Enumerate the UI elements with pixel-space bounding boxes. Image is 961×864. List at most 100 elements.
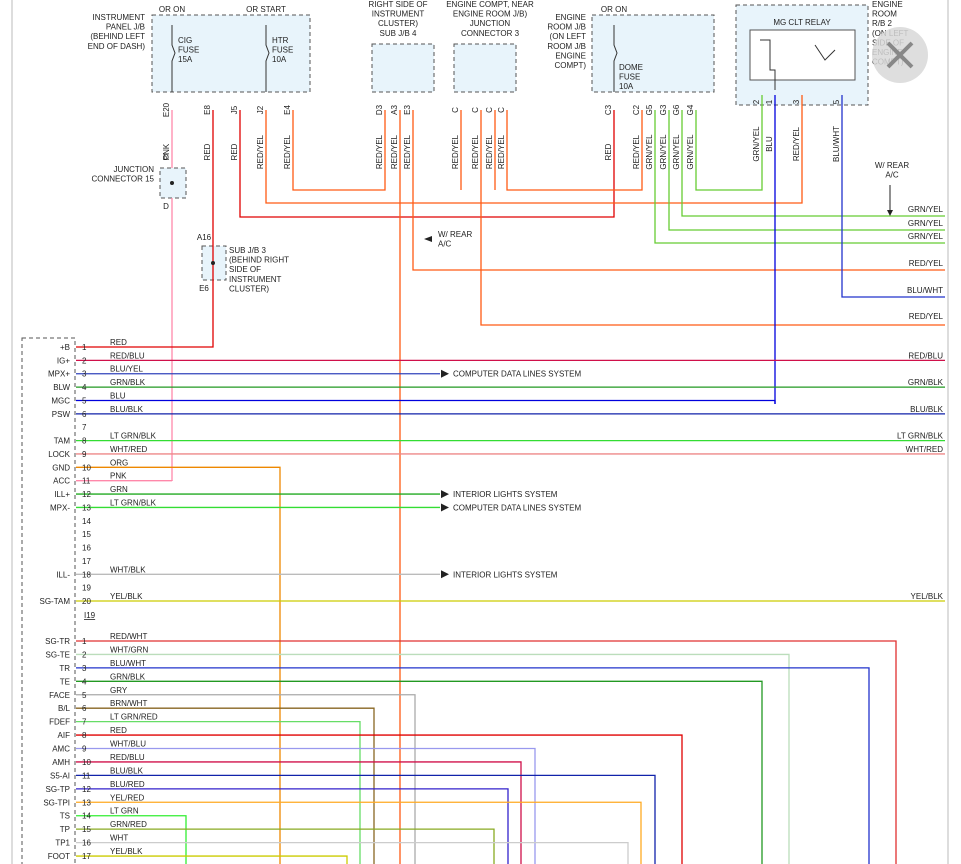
terminal: TP1 (55, 839, 70, 848)
wire (265, 25, 270, 92)
wire-label: WHT/GRN (110, 645, 148, 654)
wire-label: BLU/WHT (832, 126, 841, 162)
terminal: IG+ (57, 356, 70, 365)
label: OR ON (159, 5, 185, 14)
wire-label: GRN/YEL (645, 134, 654, 170)
label: FUSE (178, 46, 199, 55)
wire-label: GRN/BLK (110, 378, 146, 387)
label: R/B 2 (872, 19, 893, 28)
label: INSTRUMENT (229, 275, 282, 284)
wire (292, 110, 386, 191)
label: JUNCTION (470, 19, 511, 28)
wire (841, 95, 945, 298)
pin-number: 10 (82, 758, 91, 767)
wire (760, 39, 776, 90)
wire (76, 761, 522, 864)
sub-jb-4 (371, 43, 435, 93)
pin-label: A3 (390, 105, 399, 115)
terminal: TR (59, 664, 70, 673)
wire-label: GRN/YEL (908, 205, 944, 214)
terminal: TS (60, 812, 70, 821)
pin-number: 14 (82, 812, 91, 821)
end-label: INTERIOR LIGHTS SYSTEM (453, 490, 558, 499)
wire (76, 747, 536, 864)
wire (613, 25, 618, 92)
wire-label: ORG (110, 458, 128, 467)
end-label: BLU/BLK (910, 405, 944, 414)
wire (412, 110, 945, 271)
wire-label: GRN/YEL (659, 134, 668, 170)
wire-label: WHT/BLU (110, 740, 146, 749)
label: OR START (246, 5, 286, 14)
wire-label: YEL/BLK (110, 592, 143, 601)
label: OR ON (601, 5, 627, 14)
wire (76, 680, 763, 864)
pin-label: E3 (403, 105, 412, 115)
close-x[interactable] (886, 41, 914, 69)
pin-label: G5 (645, 104, 654, 115)
label: D (163, 202, 169, 211)
terminal: SG-TE (46, 650, 70, 659)
wire-label: RED/YEL (632, 134, 641, 169)
wire (76, 290, 214, 348)
pin-label: E20 (162, 102, 171, 117)
pin-label: C3 (604, 104, 613, 115)
label: ENGINE COMPT, NEAR (446, 0, 534, 9)
arrow (441, 503, 449, 512)
label: CLUSTER) (378, 19, 418, 28)
wire-label: LT GRN (110, 807, 139, 816)
pin-label: 1 (765, 99, 774, 104)
wire-label: BLU/YEL (110, 365, 143, 374)
mg-clt-relay (749, 29, 856, 81)
terminal: AMC (52, 745, 70, 754)
wire-label: RED (203, 143, 212, 160)
pin-label: E4 (283, 105, 292, 115)
wire-label: RED/YEL (283, 134, 292, 169)
wire-label: RED/YEL (451, 134, 460, 169)
engine-room-jb (591, 14, 715, 93)
arrow (887, 210, 893, 216)
wire-label: YEL/BLK (110, 847, 143, 856)
wire-label: LT GRN/BLK (110, 498, 157, 507)
pin-number: 16 (82, 544, 91, 553)
pin-number: 2 (82, 356, 87, 365)
label: CIG (178, 36, 192, 45)
wire-label: RED/YEL (909, 259, 944, 268)
wire-label: WHT/RED (110, 445, 148, 454)
terminal: SG-TP (46, 785, 70, 794)
pin-number: 10 (82, 463, 91, 472)
pin-label: D3 (375, 104, 384, 115)
wire-label: RED/YEL (485, 134, 494, 169)
label: A16 (197, 233, 212, 242)
wire (76, 640, 897, 864)
wire (76, 841, 629, 864)
label: ENGINE (872, 0, 903, 9)
pin-number: 7 (82, 423, 87, 432)
wire (668, 110, 945, 231)
label: FUSE (272, 46, 293, 55)
wire (171, 25, 176, 92)
pin-number: 12 (82, 785, 91, 794)
wire (76, 828, 495, 864)
label: INSTRUMENT (93, 13, 146, 22)
terminal: MPX- (50, 503, 70, 512)
pin-label: 5 (832, 99, 841, 104)
label: PANEL J/B (106, 23, 145, 32)
wire (506, 110, 643, 191)
wire (76, 667, 870, 864)
pin-number: 20 (82, 597, 91, 606)
close-button[interactable] (872, 27, 928, 83)
wire-label: LT GRN/RED (110, 713, 158, 722)
label: (BEHIND RIGHT (229, 256, 289, 265)
wire (239, 110, 615, 218)
label: ENGINE ROOM J/B) (453, 10, 528, 19)
arrow (441, 570, 449, 579)
pin-label: 3 (792, 99, 801, 104)
wire-label: BRN/WHT (110, 699, 147, 708)
pin-label: G4 (686, 104, 695, 115)
wire (76, 720, 361, 864)
label: W/ REAR (438, 230, 472, 239)
wire-label: YEL/RED (110, 793, 144, 802)
label: DOME (619, 63, 643, 72)
pin-number: 9 (82, 450, 87, 459)
